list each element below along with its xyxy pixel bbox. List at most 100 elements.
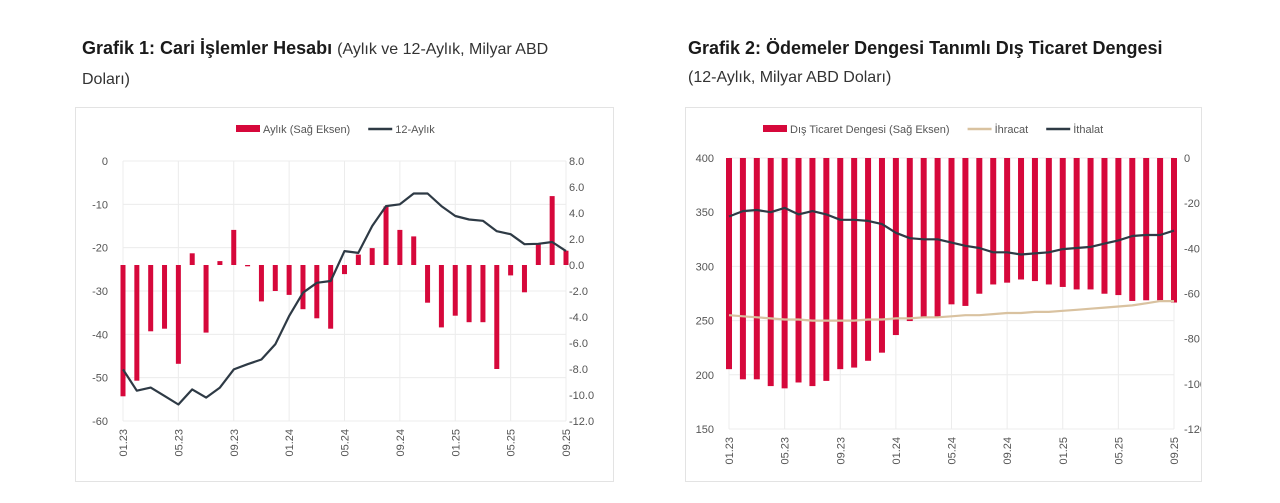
chart1-bar	[563, 250, 569, 265]
chart2-bar	[976, 158, 983, 294]
chart2-left-tick-label: 200	[696, 370, 714, 382]
chart1-bar	[494, 265, 500, 369]
chart2-bar	[795, 158, 802, 383]
chart2-bar	[906, 158, 913, 322]
chart1-bar	[397, 229, 403, 265]
chart2-x-tick-label: 05.23	[780, 437, 792, 465]
chart1-bar	[480, 265, 486, 323]
chart1-x-tick-label: 05.23	[173, 429, 185, 457]
chart1-right-tick-label: -8.0	[569, 364, 588, 376]
chart1-right-tick-label: 0.0	[569, 260, 584, 272]
chart1-panel: 0 -10 -20 -30 -40 -50 -60 8.0 6.0 4.0 2.0 0.0 -2.0 -4…	[75, 107, 614, 482]
chart1-bar	[148, 265, 154, 332]
chart1-left-tick-label: -60	[92, 416, 108, 428]
chart1-bar	[508, 265, 514, 276]
chart2-bar	[726, 158, 732, 370]
chart1-title-main: Grafik 1: Cari İşlemler Hesabı	[82, 38, 333, 58]
chart2-bar	[767, 158, 774, 387]
chart2-bar	[1045, 158, 1052, 285]
chart2-bar	[1171, 158, 1177, 303]
chart2-bar	[753, 158, 760, 380]
chart1-bar	[175, 265, 181, 364]
chart1-bar	[314, 265, 320, 319]
chart2-bar	[823, 158, 830, 381]
chart1-bar	[328, 265, 334, 329]
chart1-svg: 0 -10 -20 -30 -40 -50 -60 8.0 6.0 4.0 2.0 0.0 -2.0 -4…	[92, 124, 594, 457]
chart1-bar	[466, 265, 472, 323]
chart1-bar	[535, 244, 541, 265]
chart2-x-tick-label: 05.24	[947, 437, 959, 465]
chart1-right-tick-label: -2.0	[569, 286, 588, 298]
chart2-legend-label: Dış Ticaret Dengesi (Sağ Eksen)	[790, 124, 950, 136]
chart2-legend-label: İthalat	[1073, 123, 1103, 136]
chart2-left-tick-label: 250	[696, 316, 714, 328]
chart2-bar	[1004, 158, 1011, 283]
chart1-bar	[134, 265, 140, 381]
chart1-bar	[272, 265, 278, 291]
chart2-bar	[948, 158, 955, 305]
chart2-bar	[1115, 158, 1122, 296]
chart1-x-tick-label: 01.24	[284, 429, 296, 457]
chart1-bar	[203, 265, 209, 333]
chart2-bar	[1059, 158, 1066, 287]
chart2-bar	[739, 158, 746, 380]
chart1-bar	[120, 265, 126, 397]
chart1-x-tick-label: 09.24	[395, 429, 407, 457]
chart2-x-tick-label: 05.25	[1113, 437, 1125, 465]
chart2-bar	[1143, 158, 1150, 301]
chart2-bar	[1031, 158, 1038, 282]
chart2-bar	[1073, 158, 1080, 290]
chart1-left-tick-label: 0	[102, 156, 108, 168]
chart2-svg: 4003503002502001500-20-40-60-80-100-1200…	[696, 123, 1206, 465]
chart1-bar	[438, 265, 444, 328]
chart2-bar	[990, 158, 997, 285]
chart1-x-tick-label: 05.25	[506, 429, 518, 457]
chart2-bar	[851, 158, 858, 368]
chart1-x-tick-label: 09.25	[561, 429, 573, 457]
chart2-x-tick-label: 09.23	[835, 437, 847, 465]
chart2-left-tick-label: 150	[696, 424, 714, 436]
chart1-left-tick-label: -40	[92, 329, 108, 341]
chart2-legend-swatch	[763, 125, 787, 132]
chart2-legend-label: İhracat	[995, 123, 1029, 136]
chart2-right-tick-label: 0	[1184, 153, 1190, 165]
chart1-x-tick-label: 01.25	[450, 429, 462, 457]
chart1-bar	[217, 261, 223, 265]
chart1-legend-label: Aylık (Sağ Eksen)	[263, 124, 350, 136]
chart2-panel: 4003503002502001500-20-40-60-80-100-1200…	[685, 107, 1206, 482]
chart1-bar	[258, 265, 264, 302]
chart1-x-tick-label: 05.24	[340, 429, 352, 457]
chart1-left-tick-label: -50	[92, 373, 108, 385]
chart1-right-tick-label: 6.0	[569, 182, 584, 194]
chart1-bar	[369, 248, 375, 265]
chart1-bar	[300, 265, 306, 310]
chart1-bar	[342, 265, 347, 275]
chart1-bar	[355, 254, 361, 265]
chart2-right-tick-label: -120	[1184, 424, 1201, 436]
chart2-x-tick-label: 01.25	[1058, 437, 1070, 465]
chart1-bar	[245, 265, 251, 267]
chart2-title: Grafik 2: Ödemeler Dengesi Tanımlı Dış T…	[688, 34, 1188, 92]
chart1-title: Grafik 1: Cari İşlemler Hesabı (Aylık ve…	[82, 34, 582, 94]
chart1-right-tick-label: -12.0	[569, 416, 594, 428]
chart2-x-tick-label: 01.23	[724, 437, 736, 465]
chart2-bar	[781, 158, 788, 389]
chart2-bar	[962, 158, 969, 306]
chart2-right-tick-label: -40	[1184, 243, 1200, 255]
chart2-bar	[837, 158, 844, 370]
chart2-title-main: Grafik 2: Ödemeler Dengesi Tanımlı Dış T…	[688, 38, 1163, 58]
chart1-subtitle: (Aylık ve 12-Aylık, Milyar ABD Doları)	[82, 41, 549, 88]
chart2-left-tick-label: 300	[696, 261, 714, 273]
chart1-bar	[189, 253, 195, 265]
chart2-bar	[934, 158, 941, 318]
chart1-bar	[231, 229, 237, 265]
chart1-right-tick-label: -10.0	[569, 390, 594, 402]
chart1-x-tick-label: 01.23	[118, 429, 130, 457]
chart1-line-left-12aylk	[122, 192, 567, 406]
chart2-bar	[809, 158, 816, 387]
chart1-right-tick-label: -4.0	[569, 312, 588, 324]
chart2-subtitle: (12-Aylık, Milyar ABD Doları)	[688, 69, 892, 86]
chart1-bar	[286, 265, 292, 295]
chart1-bar	[521, 265, 527, 293]
chart2-bar	[920, 158, 927, 318]
